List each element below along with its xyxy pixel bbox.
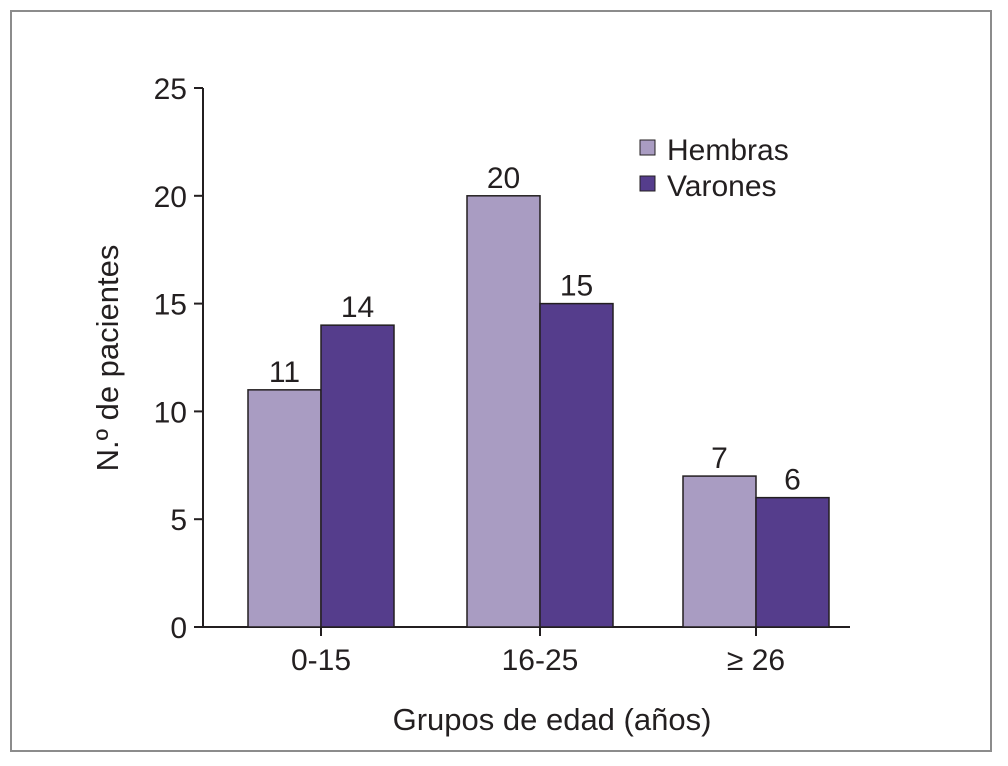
bars: [247, 195, 830, 628]
x-tick-label: 16-25: [502, 644, 579, 677]
x-tick-label: 0-15: [291, 644, 351, 677]
legend-swatch-hembras: [639, 139, 656, 156]
y-tick-label: 0: [170, 612, 187, 645]
data-label: 20: [487, 162, 520, 195]
data-label: 15: [560, 270, 593, 303]
bar-varones-0: [320, 324, 395, 628]
x-axis: 0-15 16-25 ≥ 26: [203, 626, 850, 677]
y-tick-label: 5: [170, 504, 187, 537]
y-axis-title: N.º de pacientes: [90, 245, 125, 472]
y-tick-label: 20: [154, 181, 187, 214]
bar-varones-2: [755, 496, 830, 628]
bar-hembras-1: [466, 195, 541, 628]
bar-hembras-2: [682, 475, 757, 628]
x-axis-title: Grupos de edad (años): [393, 702, 712, 737]
data-label: 6: [784, 464, 801, 497]
y-axis: 0 5 10 15 20 25: [154, 73, 204, 645]
y-tick-label: 15: [154, 289, 187, 322]
legend-label-hembras: Hembras: [667, 134, 789, 167]
data-label: 11: [269, 356, 300, 389]
bar-hembras-0: [247, 389, 322, 628]
data-label: 7: [711, 442, 728, 475]
legend-swatch-varones: [639, 175, 656, 192]
data-labels: 11 14 20 15 7 6: [269, 162, 801, 497]
legend-label-varones: Varones: [667, 170, 777, 203]
data-label: 14: [341, 291, 374, 324]
bar-varones-1: [539, 302, 614, 628]
y-tick-label: 25: [154, 73, 187, 106]
y-tick-label: 10: [154, 396, 187, 429]
x-tick-label: ≥ 26: [727, 644, 785, 677]
